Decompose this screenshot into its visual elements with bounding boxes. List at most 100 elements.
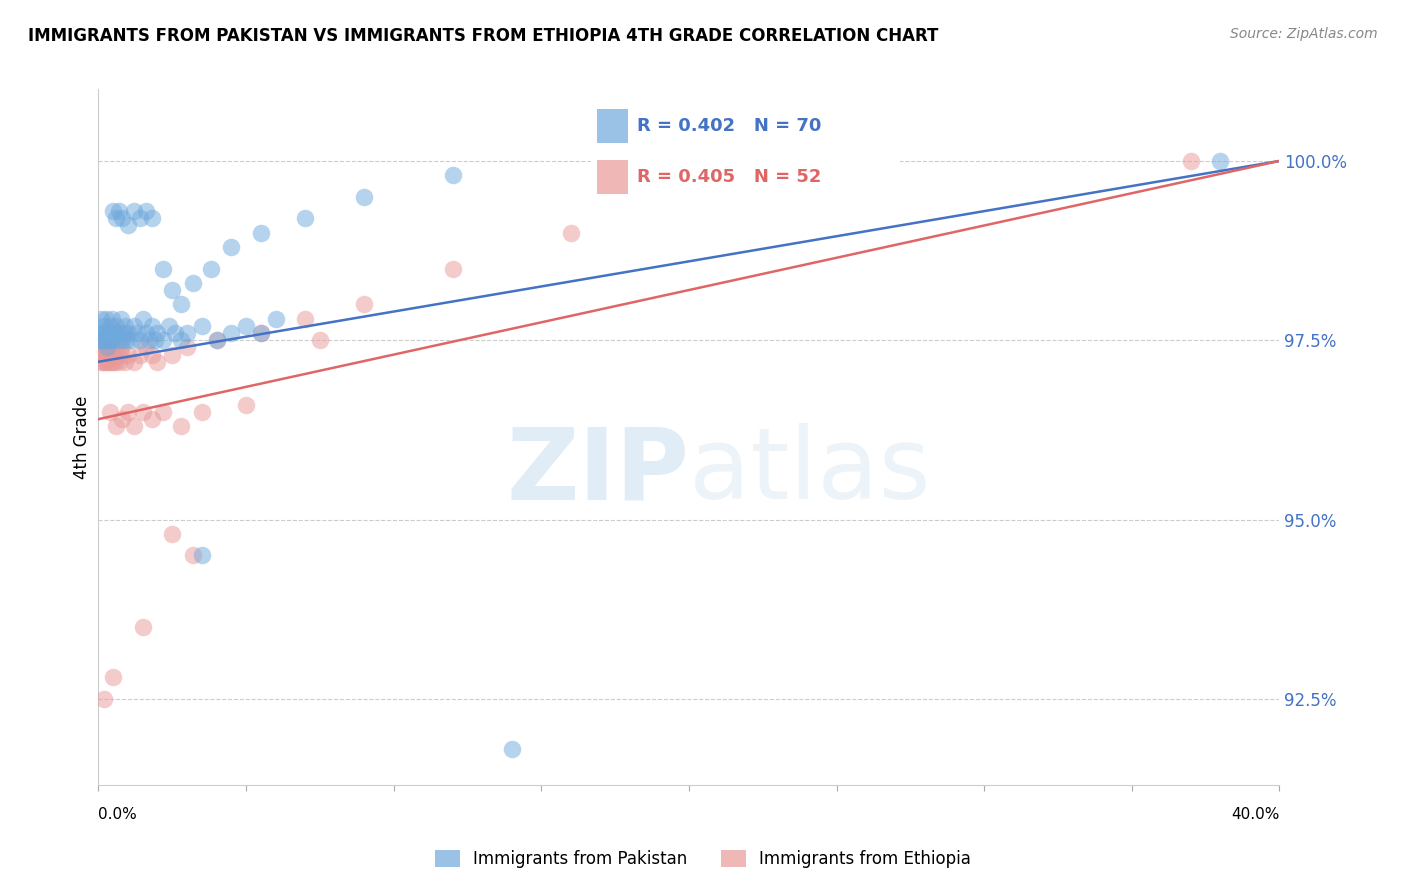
Point xyxy=(117,219,139,233)
Point xyxy=(170,297,193,311)
Point xyxy=(94,311,117,326)
Point xyxy=(98,340,121,354)
Point xyxy=(353,190,375,204)
Point xyxy=(105,340,128,354)
Point xyxy=(125,326,148,340)
Point xyxy=(176,326,198,340)
Text: atlas: atlas xyxy=(689,424,931,520)
Point xyxy=(111,412,134,426)
Point xyxy=(89,333,111,347)
Point xyxy=(94,355,117,369)
Y-axis label: 4th Grade: 4th Grade xyxy=(73,395,91,479)
Point xyxy=(146,355,169,369)
Point xyxy=(90,355,112,369)
Point xyxy=(111,348,134,362)
Point xyxy=(117,326,139,340)
Point xyxy=(560,226,582,240)
Point xyxy=(97,333,120,347)
Point xyxy=(441,261,464,276)
Point xyxy=(117,348,139,362)
Point xyxy=(98,326,121,340)
Point xyxy=(100,333,122,347)
Point xyxy=(98,348,121,362)
Point xyxy=(96,333,118,347)
Point xyxy=(93,318,115,333)
Text: R = 0.402   N = 70: R = 0.402 N = 70 xyxy=(637,117,821,135)
Point xyxy=(221,240,243,254)
Text: ZIP: ZIP xyxy=(506,424,689,520)
Point xyxy=(191,549,214,563)
Point xyxy=(122,204,145,219)
Point xyxy=(132,620,155,634)
Point xyxy=(104,355,127,369)
Point xyxy=(141,318,163,333)
Point xyxy=(309,333,332,347)
Point xyxy=(200,261,222,276)
Point xyxy=(93,333,115,347)
Point xyxy=(165,326,187,340)
Point xyxy=(107,333,129,347)
Point xyxy=(441,168,464,182)
Point xyxy=(162,348,183,362)
Point xyxy=(97,355,120,369)
Point xyxy=(93,348,115,362)
Point xyxy=(94,348,117,362)
Point xyxy=(104,326,127,340)
Point xyxy=(120,333,142,347)
Point xyxy=(108,326,131,340)
Point xyxy=(501,742,523,756)
Point xyxy=(152,261,174,276)
Point xyxy=(138,333,160,347)
Point xyxy=(235,398,257,412)
Point xyxy=(103,670,125,684)
Point xyxy=(176,340,198,354)
Point xyxy=(135,326,157,340)
Point xyxy=(1180,153,1202,168)
Bar xyxy=(596,161,627,194)
Text: 40.0%: 40.0% xyxy=(1232,807,1279,822)
Point xyxy=(91,333,114,347)
Point xyxy=(100,355,122,369)
Point xyxy=(135,340,157,354)
Point xyxy=(101,355,124,369)
Point xyxy=(162,527,183,541)
Text: 0.0%: 0.0% xyxy=(98,807,138,822)
Point xyxy=(91,326,114,340)
Point xyxy=(93,340,115,354)
Point xyxy=(89,348,111,362)
Point xyxy=(108,204,131,219)
Point xyxy=(146,326,169,340)
Text: Source: ZipAtlas.com: Source: ZipAtlas.com xyxy=(1230,27,1378,41)
Point xyxy=(112,326,135,340)
Point xyxy=(90,326,112,340)
Point xyxy=(108,355,131,369)
Point xyxy=(105,318,128,333)
Point xyxy=(103,333,125,347)
Text: IMMIGRANTS FROM PAKISTAN VS IMMIGRANTS FROM ETHIOPIA 4TH GRADE CORRELATION CHART: IMMIGRANTS FROM PAKISTAN VS IMMIGRANTS F… xyxy=(28,27,938,45)
Point xyxy=(100,311,122,326)
Point xyxy=(132,311,155,326)
Point xyxy=(157,318,180,333)
Point xyxy=(110,311,132,326)
Point xyxy=(101,326,124,340)
Point xyxy=(128,333,150,347)
Point xyxy=(96,340,118,354)
Point xyxy=(103,348,125,362)
Point xyxy=(294,311,316,326)
Point xyxy=(264,311,287,326)
Point xyxy=(235,318,257,333)
Point xyxy=(221,326,243,340)
Text: R = 0.405   N = 52: R = 0.405 N = 52 xyxy=(637,169,821,186)
Point xyxy=(162,283,183,297)
Point xyxy=(132,405,155,419)
Point xyxy=(114,355,136,369)
Point xyxy=(96,355,118,369)
Bar xyxy=(596,109,627,143)
Legend: Immigrants from Pakistan, Immigrants from Ethiopia: Immigrants from Pakistan, Immigrants fro… xyxy=(429,843,977,875)
Point xyxy=(97,326,120,340)
Point xyxy=(250,326,273,340)
Point xyxy=(91,348,114,362)
Point xyxy=(205,333,228,347)
Point xyxy=(152,405,174,419)
Point xyxy=(105,211,128,226)
